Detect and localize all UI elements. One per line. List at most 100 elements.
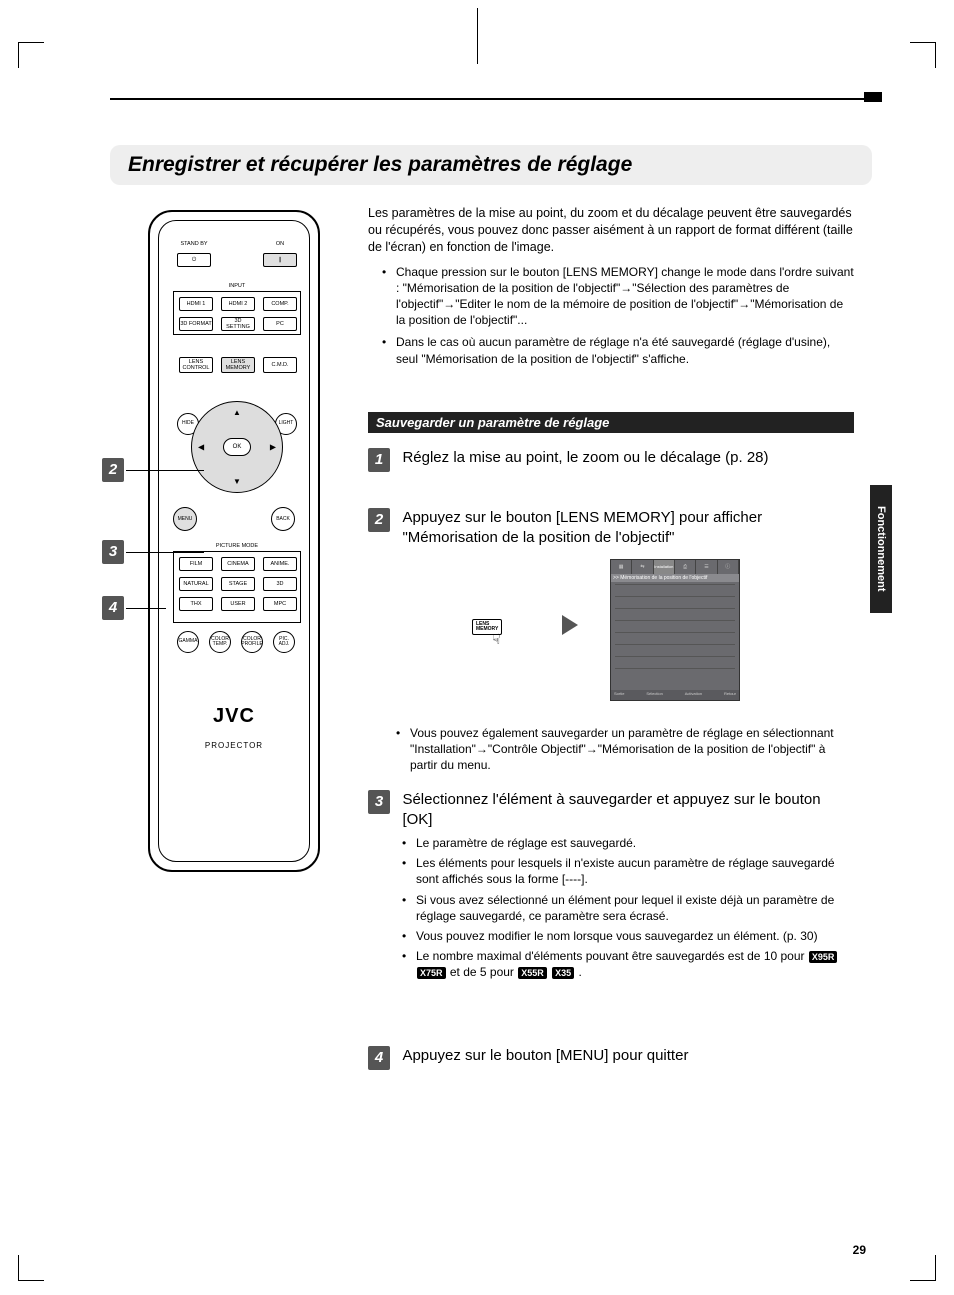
pic-adj-button: PIC. ADJ. — [273, 631, 295, 653]
step-1: 1 Réglez la mise au point, le zoom ou le… — [368, 448, 854, 472]
step-number: 3 — [368, 790, 390, 814]
stage-button: STAGE — [221, 577, 255, 591]
step-4: 4 Appuyez sur le bouton [MENU] pour quit… — [368, 1046, 854, 1070]
dpad: ▲ ▼ ◀ ▶ OK — [191, 401, 283, 493]
chapter-tab: Fonctionnement — [870, 485, 892, 613]
3d-button: 3D — [263, 577, 297, 591]
step3-bullet: Le paramètre de réglage est sauvegardé. — [416, 835, 854, 851]
input-label: INPUT — [177, 283, 297, 289]
on-button: ❙ — [263, 253, 297, 267]
cinema-button: CINEMA — [221, 557, 255, 571]
osd-tab: ⓘ — [718, 560, 739, 574]
osd-foot: Sélection — [646, 691, 662, 699]
on-label: ON — [263, 241, 297, 247]
model-badge: X95R — [809, 951, 838, 963]
projector-label: PROJECTOR — [159, 741, 309, 750]
pointer-hand-icon: ☟ — [492, 631, 501, 648]
remote-illustration: STAND BY ⏻ ON ❙ INPUT HDMI 1 HDMI 2 COMP… — [148, 210, 320, 872]
callout-line — [126, 608, 166, 609]
picture-mode-label: PICTURE MODE — [177, 543, 297, 549]
osd-row — [615, 668, 735, 680]
lens-memory-button: LENS MEMORY — [221, 357, 255, 373]
step3-bullet: Vous pouvez modifier le nom lorsque vous… — [416, 928, 854, 944]
dpad-right-icon: ▶ — [270, 443, 276, 452]
step3-bullet-badges: Le nombre maximal d'éléments pouvant êtr… — [416, 948, 854, 980]
callout-3: 3 — [102, 540, 124, 564]
hdmi1-button: HDMI 1 — [179, 297, 213, 311]
ok-button: OK — [223, 438, 251, 456]
intro-block: Les paramètres de la mise au point, du z… — [368, 205, 854, 373]
dpad-down-icon: ▼ — [233, 477, 241, 486]
hdmi2-button: HDMI 2 — [221, 297, 255, 311]
intro-bullet: Chaque pression sur le bouton [LENS MEMO… — [396, 264, 854, 329]
text: et de 5 pour — [450, 965, 517, 979]
model-badge: X75R — [417, 967, 446, 979]
osd-row — [615, 596, 735, 608]
section-heading: Enregistrer et récupérer les paramètres … — [110, 145, 872, 185]
dpad-up-icon: ▲ — [233, 408, 241, 417]
step3-bullet: Les éléments pour lesquels il n'existe a… — [416, 855, 854, 887]
step3-bullet: Si vous avez sélectionné un élément pour… — [416, 892, 854, 924]
film-button: FILM — [179, 557, 213, 571]
brand-logo: JVC — [159, 705, 309, 728]
step-text: Réglez la mise au point, le zoom ou le d… — [402, 448, 842, 468]
intro-text: Les paramètres de la mise au point, du z… — [368, 205, 854, 256]
callout-4: 4 — [102, 596, 124, 620]
anime-button: ANIME. — [263, 557, 297, 571]
step-text: Sélectionnez l'élément à sauvegarder et … — [402, 790, 842, 829]
osd-row — [615, 644, 735, 656]
subheader-save: Sauvegarder un paramètre de réglage — [368, 412, 854, 433]
menu-button: MENU — [173, 507, 197, 531]
osd-foot: Activation — [685, 691, 702, 699]
step-text: Appuyez sur le bouton [LENS MEMORY] pour… — [402, 508, 842, 547]
step-2-diagram: LENS MEMORY ☟ ▦ ⇆ Installation ⎙ ☰ ⓘ >> … — [472, 559, 872, 719]
text: Le nombre maximal d'éléments pouvant êtr… — [416, 949, 808, 963]
comp-button: COMP. — [263, 297, 297, 311]
3dformat-button: 3D FORMAT — [179, 317, 213, 331]
crop-mark — [910, 1255, 936, 1281]
crop-mark — [477, 8, 478, 64]
osd-tab-active: Installation — [654, 560, 675, 574]
gamma-button: GAMMA — [177, 631, 199, 653]
pc-button: PC — [263, 317, 297, 331]
osd-screenshot: ▦ ⇆ Installation ⎙ ☰ ⓘ >> Mémorisation d… — [610, 559, 740, 701]
step-2-note: Vous pouvez également sauvegarder un par… — [410, 725, 854, 774]
standby-button: ⏻ — [177, 253, 211, 267]
step-2: 2 Appuyez sur le bouton [LENS MEMORY] po… — [368, 508, 854, 547]
header-rule — [110, 98, 882, 100]
osd-row — [615, 656, 735, 668]
intro-bullet: Dans le cas où aucun paramètre de réglag… — [396, 334, 854, 366]
osd-footer: Sortie Sélection Activation Retour — [611, 690, 739, 700]
crop-mark — [18, 42, 44, 68]
thx-button: THX — [179, 597, 213, 611]
header-block — [864, 92, 882, 102]
text: . — [578, 965, 581, 979]
color-profile-button: COLOR PROFILE — [241, 631, 263, 653]
heading-text: Enregistrer et récupérer les paramètres … — [128, 153, 854, 177]
step-number: 1 — [368, 448, 390, 472]
osd-tab: ⇆ — [632, 560, 653, 574]
osd-foot: Retour — [724, 691, 736, 699]
osd-tab: ☰ — [696, 560, 717, 574]
page-number: 29 — [853, 1243, 866, 1257]
step-number: 4 — [368, 1046, 390, 1070]
arrow-right-icon — [562, 615, 578, 635]
cmd-button: C.M.D. — [263, 357, 297, 373]
callout-line — [126, 552, 204, 553]
osd-title: >> Mémorisation de la position de l'obje… — [611, 574, 739, 582]
callout-line — [126, 470, 204, 471]
crop-mark — [18, 1255, 44, 1281]
step-text: Appuyez sur le bouton [MENU] pour quitte… — [402, 1046, 842, 1066]
model-badge: X35 — [552, 967, 574, 979]
osd-row — [615, 608, 735, 620]
crop-mark — [910, 42, 936, 68]
back-button: BACK — [271, 507, 295, 531]
osd-tab: ⎙ — [675, 560, 696, 574]
osd-tab: ▦ — [611, 560, 632, 574]
color-temp-button: COLOR TEMP. — [209, 631, 231, 653]
step-number: 2 — [368, 508, 390, 532]
callout-2: 2 — [102, 458, 124, 482]
natural-button: NATURAL — [179, 577, 213, 591]
osd-foot: Sortie — [614, 691, 624, 699]
osd-row — [615, 632, 735, 644]
